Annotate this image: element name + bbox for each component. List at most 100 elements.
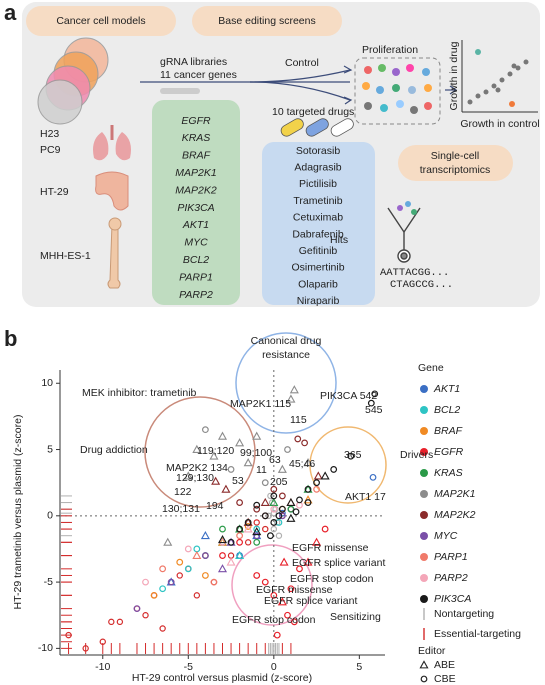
control-point (61, 578, 175, 654)
y-tick-label: -10 (38, 642, 53, 654)
point-abe (192, 550, 202, 560)
point-cbe (261, 479, 269, 487)
y-tick-label: -5 (44, 576, 53, 588)
point-abe (260, 497, 270, 506)
point-abe (252, 526, 262, 536)
point (244, 539, 252, 546)
point-cbe (236, 538, 244, 546)
drug-name: Olaparib (298, 278, 338, 290)
point (116, 618, 124, 626)
point-cbe (219, 525, 226, 533)
point-abe (209, 451, 219, 460)
annotation: 194 (206, 500, 224, 512)
annotation: EGFR stop codon (232, 614, 316, 626)
legend-label: MAP2K1 (434, 488, 475, 500)
point-abe (217, 564, 228, 573)
point-cbe (201, 572, 209, 579)
annotation: 99;100 (240, 447, 272, 459)
legend-label: BRAF (434, 425, 463, 437)
point-cbe (253, 532, 261, 540)
panel-a: a Cancer cell models Base editing screen… (4, 0, 540, 307)
point-cbe (253, 505, 261, 513)
control-text: Control (285, 57, 319, 69)
sequencing-bead (387, 201, 421, 263)
gene-name: PARP2 (179, 289, 213, 301)
annotation: MAP2K2 134 (166, 462, 228, 474)
point-cbe (253, 525, 261, 533)
point-abe (286, 497, 296, 506)
cell-line: MHH-ES-1 (40, 250, 91, 262)
point-abe (313, 471, 323, 480)
point (262, 525, 269, 533)
point-cbe (330, 466, 338, 473)
point-cbe (313, 479, 320, 487)
annotation: 122 (174, 486, 192, 498)
point-cbe (284, 611, 291, 619)
control-point (61, 572, 183, 654)
gene-name: EGFR (181, 115, 211, 127)
control-point (61, 592, 201, 654)
annotation: AKT1 17 (345, 491, 386, 503)
control-point (61, 492, 274, 654)
point-abe (303, 557, 313, 566)
annotation: 11 (256, 464, 267, 476)
point-abe (211, 476, 221, 485)
grna (160, 88, 200, 94)
annotation: Drivers (400, 449, 433, 461)
pill (26, 6, 176, 36)
legend-swatch (420, 532, 428, 540)
annotation: PIK3CA 542 (320, 390, 377, 402)
point-cbe (275, 512, 283, 520)
point-cbe (236, 525, 244, 533)
point-cbe (133, 605, 141, 613)
point-cbe (142, 578, 149, 586)
legend-label: MAP2K2 (434, 509, 476, 521)
pill (192, 6, 342, 36)
legend-swatch (420, 427, 428, 435)
drug-name: Sotorasib (296, 145, 341, 157)
point-cbe (236, 532, 244, 540)
control-point (61, 505, 295, 654)
point-cbe (261, 578, 269, 586)
point-cbe (287, 505, 295, 513)
point-cbe (296, 496, 303, 504)
control-point (61, 625, 166, 654)
point-cbe (159, 565, 167, 573)
legend-label: PARP2 (434, 572, 468, 584)
point-cbe (244, 519, 252, 526)
point-abe (217, 534, 228, 544)
point-cbe (278, 505, 286, 513)
point-abe (419, 660, 429, 669)
annotation: EGFR stop codon (290, 573, 374, 585)
drug-name: Cetuximab (293, 212, 343, 224)
point-cbe (201, 552, 209, 559)
gene-name: MYC (184, 237, 208, 249)
control-point (61, 509, 278, 654)
point-abe (312, 537, 322, 546)
pill-text: transcriptomics (420, 164, 491, 176)
point (265, 512, 272, 520)
pill (398, 145, 513, 181)
pill-text: Base editing screens (218, 15, 315, 27)
point-cbe (253, 572, 261, 579)
annotation: 53 (232, 475, 244, 487)
legend-title: Gene (418, 362, 444, 374)
drug-name: Niraparib (297, 295, 340, 307)
point-abe (217, 431, 228, 440)
annotation: EGFR splice variant (292, 557, 385, 569)
point-abe (277, 597, 287, 606)
x-tick-label: -5 (184, 661, 193, 673)
legend-swatch (420, 406, 428, 414)
control-point (61, 519, 260, 654)
point-cbe (367, 399, 375, 407)
annotation: Canonical drug (251, 335, 322, 347)
point (65, 631, 72, 639)
point-abe (286, 394, 296, 403)
mini-scatter (461, 40, 538, 113)
annotation: 45;46 (289, 458, 315, 470)
control-point (61, 525, 269, 654)
point-abe (200, 530, 210, 540)
drug-name: Gefitinib (299, 245, 338, 257)
point-cbe (304, 499, 312, 506)
